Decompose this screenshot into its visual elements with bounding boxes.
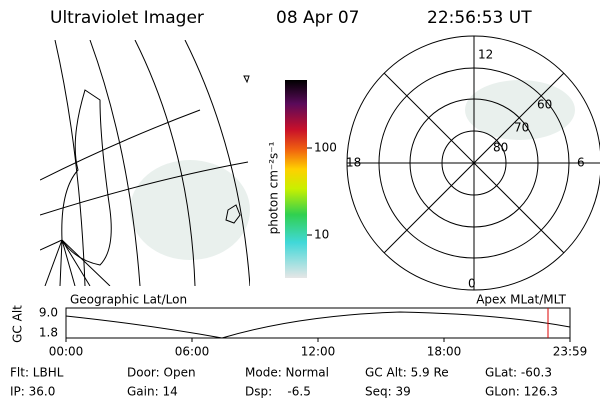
title: Ultraviolet Imager	[50, 8, 204, 28]
timeline-right-label: Apex MLat/MLT	[476, 293, 566, 307]
colorbar-tick-label: 100	[314, 141, 337, 155]
timeline-left-label: Geographic Lat/Lon	[70, 293, 187, 307]
altitude-curve	[65, 311, 571, 339]
status-field: GLon: 126.3	[485, 385, 558, 399]
status-field: GLat: -60.3	[485, 366, 552, 380]
status-field: Seq: 39	[365, 385, 411, 399]
timeline-x-tick-label: 18:00	[427, 345, 462, 359]
timeline-x-tick-label: 23:59	[553, 345, 588, 359]
date: 08 Apr 07	[276, 8, 359, 28]
map-panel	[40, 40, 250, 286]
status-field: Door: Open	[127, 366, 196, 380]
status-field: Gain: 14	[127, 385, 178, 399]
status-field: GC Alt: 5.9 Re	[365, 366, 449, 380]
mlt-label: 6	[577, 156, 585, 170]
timeline-y-tick: 9.0	[39, 306, 58, 320]
timeline-x-tick-label: 12:00	[301, 345, 336, 359]
status-field: Dsp: -6.5	[245, 385, 311, 399]
timeline-box	[65, 307, 571, 339]
status-field: Mode: Normal	[245, 366, 329, 380]
timeline-y-title: GC Alt	[11, 305, 25, 343]
mlat-label: 60	[537, 98, 552, 112]
colorbar-tick-label: 10	[314, 228, 329, 242]
mlt-label: 12	[478, 48, 493, 62]
time: 22:56:53 UT	[427, 8, 532, 28]
status-field: IP: 36.0	[10, 385, 55, 399]
mlt-label: 0	[468, 277, 476, 291]
colorbar	[285, 80, 307, 278]
timeline-x-tick-label: 00:00	[49, 345, 84, 359]
mlt-label: 18	[346, 156, 361, 170]
status-field: Flt: LBHL	[10, 366, 64, 380]
colorbar-label: photon cm⁻²s⁻¹	[267, 141, 281, 234]
polar-plot	[346, 35, 600, 291]
timeline-x-tick-label: 06:00	[175, 345, 210, 359]
timeline-y-tick: 1.8	[39, 326, 58, 340]
mlat-label: 70	[514, 121, 529, 135]
mlat-label: 80	[493, 141, 508, 155]
